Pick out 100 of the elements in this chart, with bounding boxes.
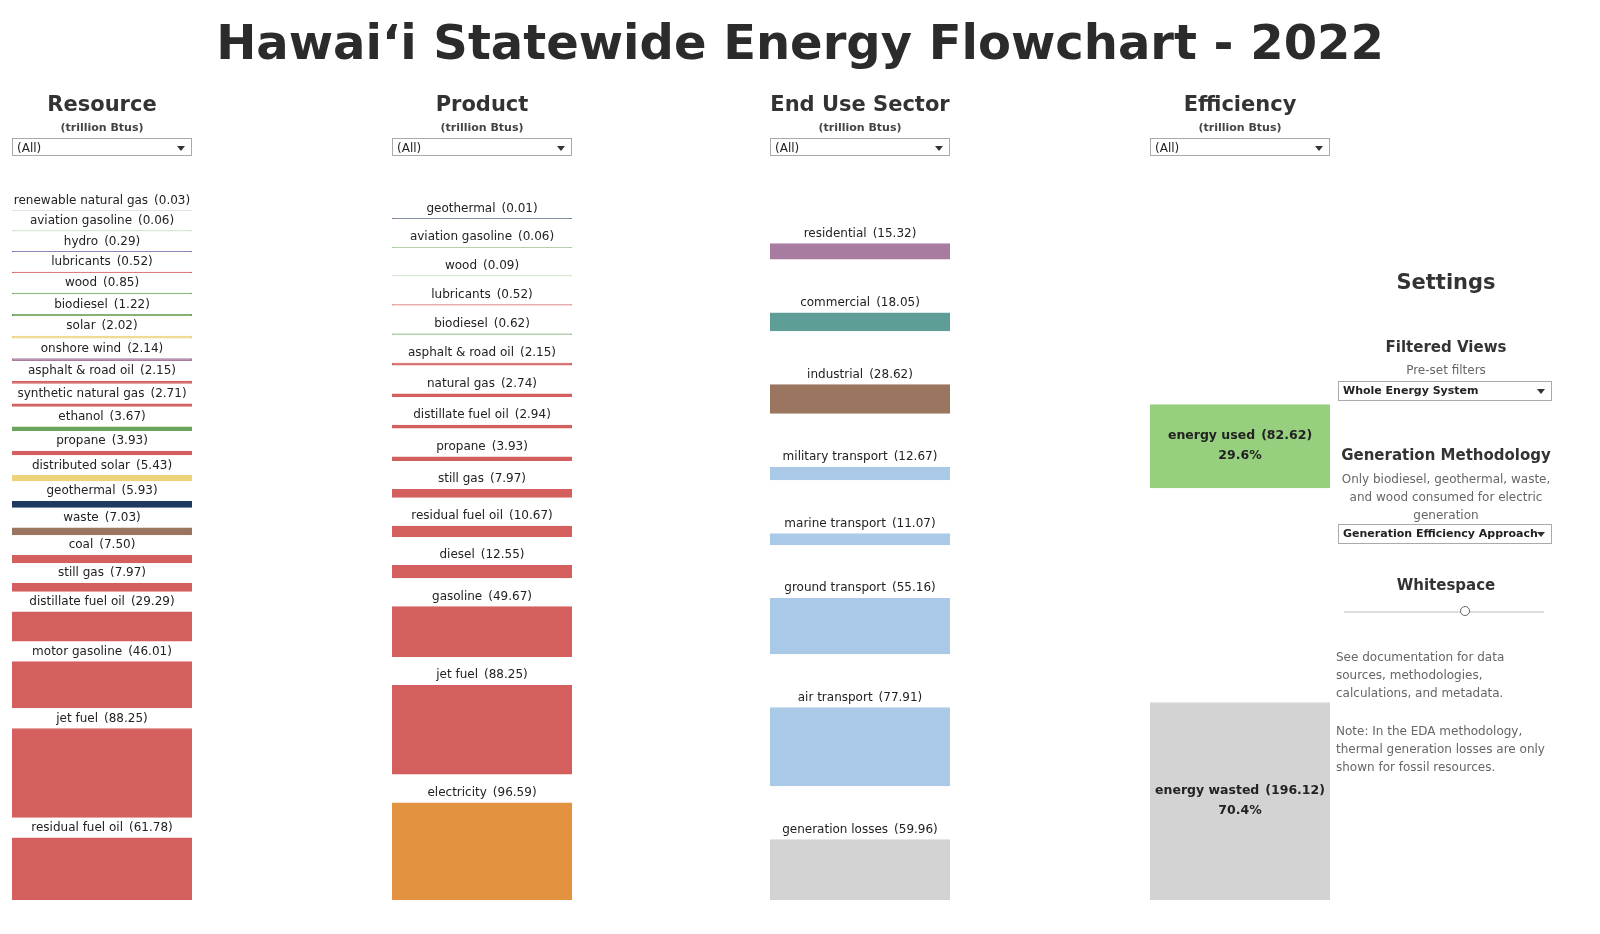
category-label: asphalt & road oil <box>407 345 514 360</box>
category-label: distributed solar <box>31 457 131 472</box>
category-label: aviation gasoline <box>409 229 513 244</box>
category-label: energy used <box>1167 427 1256 443</box>
text: Generation Methodology <box>1340 446 1552 464</box>
category-label: propane <box>56 433 106 448</box>
category-label: propane <box>436 438 486 453</box>
text: (trillion Btus) <box>59 121 145 134</box>
text: Hawaiʻi Statewide Energy Flowchart - 2022 <box>215 14 1385 70</box>
text: Pre-set filters <box>1405 362 1487 379</box>
data-label: (196.12) <box>1265 782 1325 798</box>
data-label: (2.15) <box>519 345 557 360</box>
data-label: (12.55) <box>480 547 525 562</box>
category-label: residential <box>803 225 867 240</box>
category-label: marine transport <box>784 515 887 530</box>
data-label: (61.78) <box>129 819 173 834</box>
text: (trillion Btus) <box>1197 121 1283 134</box>
data-label: (7.50) <box>99 537 136 552</box>
data-label: (0.85) <box>103 275 140 290</box>
data-label: (7.03) <box>104 509 141 524</box>
category-label: jet fuel <box>55 710 99 725</box>
category-label: waste <box>63 509 99 524</box>
category-label: coal <box>68 537 94 552</box>
text: End Use Sector <box>770 92 950 116</box>
category-label: diesel <box>439 547 475 562</box>
text: Product <box>434 92 530 116</box>
text: Only biodiesel, geothermal, waste, and wood consumed for electric generation <box>1340 471 1552 524</box>
category-label: military transport <box>782 449 888 464</box>
data-label: (0.06) <box>138 213 175 228</box>
data-label: (0.52) <box>116 254 153 269</box>
category-label: still gas <box>57 565 104 580</box>
data-label: (5.43) <box>136 457 173 472</box>
data-label: (46.01) <box>128 643 172 658</box>
data-label: (0.01) <box>501 200 538 215</box>
dropdown: Whole Energy System <box>1338 381 1552 401</box>
data-label: (2.02) <box>101 318 138 333</box>
text: See documentation for data sources, methodologies, calculations, and metadata. <box>1336 649 1506 702</box>
category-label: air transport <box>797 689 873 704</box>
data-label: (5.93) <box>121 483 158 498</box>
data-label: (0.09) <box>483 258 520 273</box>
data-label: (96.59) <box>492 784 537 799</box>
dropdown: (All) <box>1150 138 1330 156</box>
data-label: (2.94) <box>514 407 551 422</box>
data-label: (49.67) <box>488 588 532 603</box>
category-label: lubricants <box>431 286 491 301</box>
category-label: motor gasoline <box>32 643 123 658</box>
category-label: energy wasted <box>1155 782 1260 798</box>
data-label: (88.25) <box>484 667 528 682</box>
data-label: (2.74) <box>500 375 538 390</box>
text: (trillion Btus) <box>439 121 525 134</box>
category-label: still gas <box>437 471 484 486</box>
data-label: (1.22) <box>113 296 150 311</box>
category-label: ethanol <box>58 409 104 424</box>
category-label: wood <box>444 258 478 273</box>
category-label: ground transport <box>784 580 887 595</box>
text: 70.4% <box>1218 802 1263 818</box>
category-label: distillate fuel oil <box>413 407 509 422</box>
data-label: (7.97) <box>109 565 147 580</box>
category-label: asphalt & road oil <box>27 363 134 378</box>
data-label: (0.62) <box>493 315 530 330</box>
data-label: (10.67) <box>509 508 553 523</box>
data-label: (15.32) <box>872 225 917 240</box>
category-label: generation losses <box>782 821 889 836</box>
data-label: (2.14) <box>127 340 164 355</box>
data-label: (2.15) <box>139 363 177 378</box>
category-label: onshore wind <box>40 340 122 355</box>
data-label: (82.62) <box>1261 427 1313 443</box>
text: Resource <box>46 92 158 116</box>
category-label: biodiesel <box>434 315 488 330</box>
dropdown: (All) <box>392 138 572 156</box>
category-label: aviation gasoline <box>29 213 133 228</box>
data-label: (88.25) <box>104 710 148 725</box>
text: Filtered Views <box>1384 338 1508 356</box>
category-label: biodiesel <box>54 296 108 311</box>
data-label: (2.71) <box>150 385 187 400</box>
data-label: (0.03) <box>154 192 191 207</box>
data-label: (3.93) <box>111 433 148 448</box>
category-label: jet fuel <box>435 667 479 682</box>
category-label: geothermal <box>426 200 496 215</box>
data-label: (12.67) <box>893 449 938 464</box>
data-label: (55.16) <box>892 580 936 595</box>
category-label: commercial <box>800 294 871 309</box>
data-label: (29.29) <box>130 593 175 608</box>
category-label: wood <box>64 275 98 290</box>
data-label: (7.97) <box>489 471 527 486</box>
text: Efficiency <box>1182 92 1298 116</box>
dropdown: (All) <box>770 138 950 156</box>
data-label: (28.62) <box>869 366 913 381</box>
text: 29.6% <box>1218 447 1263 463</box>
category-label: renewable natural gas <box>13 192 149 207</box>
data-label: (11.07) <box>891 515 936 530</box>
category-label: natural gas <box>427 375 495 390</box>
data-label: (77.91) <box>878 689 923 704</box>
category-label: synthetic natural gas <box>17 385 145 400</box>
dropdown: (All) <box>12 138 192 156</box>
category-label: industrial <box>807 366 864 381</box>
dropdown: Generation Efficiency Approach <box>1338 524 1552 544</box>
data-label: (0.29) <box>104 233 141 248</box>
category-label: gasoline <box>432 588 483 603</box>
category-label: hydro <box>63 233 99 248</box>
